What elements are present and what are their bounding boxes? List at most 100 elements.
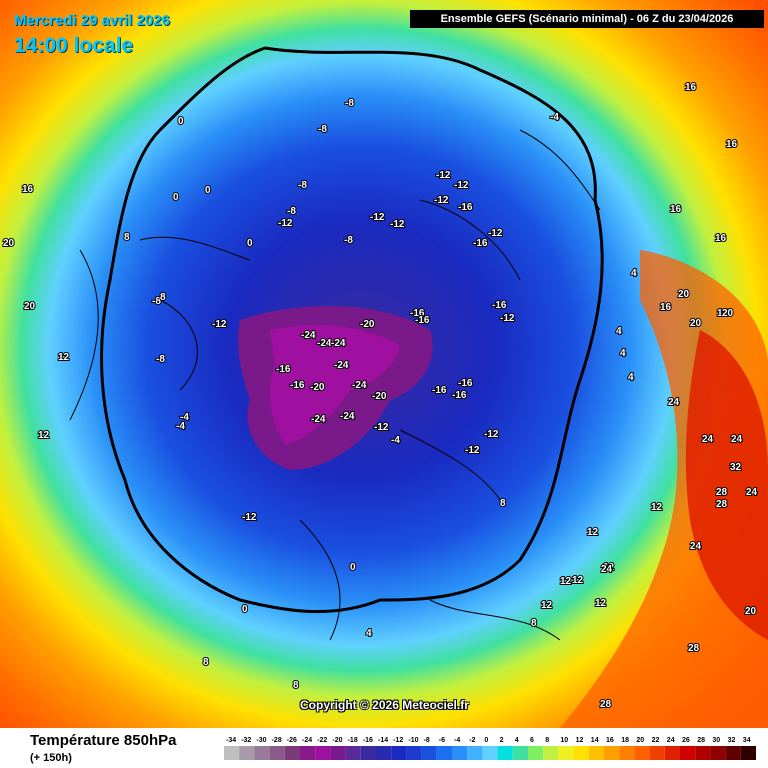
legend-tick-label: 20 — [636, 737, 644, 744]
temperature-value-label: 4 — [631, 268, 637, 279]
legend-swatch — [725, 746, 741, 760]
temperature-value-label: 16 — [717, 308, 729, 319]
temperature-value-label: 12 — [560, 576, 572, 587]
temperature-value-label: -16 — [276, 364, 291, 375]
temperature-value-label: 0 — [350, 562, 356, 573]
temperature-value-label: 4 — [366, 628, 372, 639]
temperature-value-label: -20 — [310, 382, 325, 393]
temperature-value-label: 8 — [203, 657, 209, 668]
legend-swatch — [588, 746, 604, 760]
legend-tick-label: 34 — [743, 737, 751, 744]
temperature-value-label: -16 — [415, 315, 430, 326]
legend-swatch — [740, 746, 756, 760]
temperature-value-label: -12 — [436, 170, 451, 181]
temperature-value-label: -24 — [340, 411, 355, 422]
temperature-value-label: 0 — [205, 185, 211, 196]
temperature-value-label: 20 — [745, 606, 757, 617]
temperature-value-label: -12 — [370, 212, 385, 223]
temperature-value-label: -12 — [500, 313, 515, 324]
temperature-value-label: 28 — [716, 499, 728, 510]
temperature-value-label: 12 — [38, 430, 50, 441]
temperature-value-label: 0 — [178, 116, 184, 127]
temperature-value-label: 8 — [531, 618, 537, 629]
legend-swatch — [345, 746, 361, 760]
valid-date: Mercredi 29 avril 2026 — [14, 12, 170, 29]
temperature-value-label: 28 — [716, 487, 728, 498]
legend-swatch — [680, 746, 696, 760]
legend-tick-label: 10 — [560, 737, 568, 744]
temperature-value-label: -16 — [432, 385, 447, 396]
legend-tick-label: 6 — [530, 737, 534, 744]
legend-tick-label: -24 — [302, 737, 312, 744]
temperature-value-label: 20 — [678, 289, 690, 300]
valid-time: 14:00 locale — [14, 34, 134, 57]
legend-tick-label: -6 — [439, 737, 445, 744]
temperature-value-label: -24 — [311, 414, 326, 425]
temperature-value-label: 8 — [293, 680, 299, 691]
legend-swatch — [467, 746, 483, 760]
legend-tick-label: -8 — [424, 737, 430, 744]
temperature-value-label: -8 — [345, 98, 354, 109]
temperature-value-label: -16 — [458, 202, 473, 213]
temperature-value-label: -4 — [176, 421, 185, 432]
copyright: Copyright © 2026 Meteociel.fr — [300, 698, 469, 712]
temperature-value-label: 12 — [603, 562, 615, 573]
legend-swatch — [224, 746, 240, 760]
legend-tick-label: 8 — [545, 737, 549, 744]
legend-swatch — [421, 746, 437, 760]
temperature-value-label: -8 — [344, 235, 353, 246]
legend-tick-label: 28 — [697, 737, 705, 744]
temperature-value-label: 16 — [726, 139, 738, 150]
legend-tick-label: -20 — [332, 737, 342, 744]
color-legend: -34 -32 -30 -28 -26 -24 -22 -20 -18 -16 -14 -12 -10-… — [224, 737, 756, 760]
legend-swatch — [664, 746, 680, 760]
legend-swatch — [406, 746, 422, 760]
legend-swatch — [634, 746, 650, 760]
temperature-value-label: -16 — [452, 390, 467, 401]
temperature-value-label: 16 — [685, 82, 697, 93]
variable-name: Température 850hPa — [30, 732, 177, 749]
temperature-value-label: 0 — [242, 604, 248, 615]
temperature-value-label: -12 — [434, 195, 449, 206]
temperature-value-label: 28 — [688, 643, 700, 654]
legend-swatch — [619, 746, 635, 760]
value-labels: -8-8-8-8-8-8-8-12-12-12-12-12-12-12-12-1… — [2, 81, 759, 711]
legend-tick-label: 26 — [682, 737, 690, 744]
legend-tick-label: 24 — [667, 737, 675, 744]
legend-swatch — [254, 746, 270, 760]
temperature-value-label: -12 — [212, 319, 227, 330]
temperature-value-label: 12 — [541, 600, 553, 611]
legend-swatches — [224, 746, 756, 760]
temperature-value-label: -12 — [242, 512, 257, 523]
legend-tick-label: 2 — [500, 737, 504, 744]
temperature-value-label: 4 — [628, 372, 634, 383]
temperature-value-label: 0 — [247, 238, 253, 249]
legend-swatch — [512, 746, 528, 760]
temperature-value-label: -20 — [372, 391, 387, 402]
legend-swatch — [558, 746, 574, 760]
legend-swatch — [482, 746, 498, 760]
temperature-value-label: 16 — [670, 204, 682, 215]
temperature-value-label: 12 — [651, 502, 663, 513]
temperature-value-label: -12 — [454, 180, 469, 191]
temperature-value-label: 0 — [173, 192, 179, 203]
legend-swatch — [360, 746, 376, 760]
coldest-core-region — [269, 325, 400, 445]
legend-tick-label: -12 — [393, 737, 403, 744]
legend-tick-label: 18 — [621, 737, 629, 744]
legend-tick-label: -28 — [272, 737, 282, 744]
temperature-value-label: 32 — [730, 462, 742, 473]
model-run-banner: Ensemble GEFS (Scénario minimal) - 06 Z … — [410, 10, 764, 28]
legend-swatch — [710, 746, 726, 760]
legend-swatch — [300, 746, 316, 760]
temperature-value-label: -8 — [318, 124, 327, 135]
lead-time: (+ 150h) — [30, 752, 72, 764]
temperature-value-label: 8 — [500, 498, 506, 509]
temperature-value-label: 24 — [746, 487, 758, 498]
temperature-value-label: -4 — [391, 435, 400, 446]
legend-tick-label: -10 — [408, 737, 418, 744]
legend-swatch — [528, 746, 544, 760]
temperature-value-label: -20 — [360, 319, 375, 330]
temperature-value-label: -4 — [180, 412, 189, 423]
legend-swatch — [269, 746, 285, 760]
